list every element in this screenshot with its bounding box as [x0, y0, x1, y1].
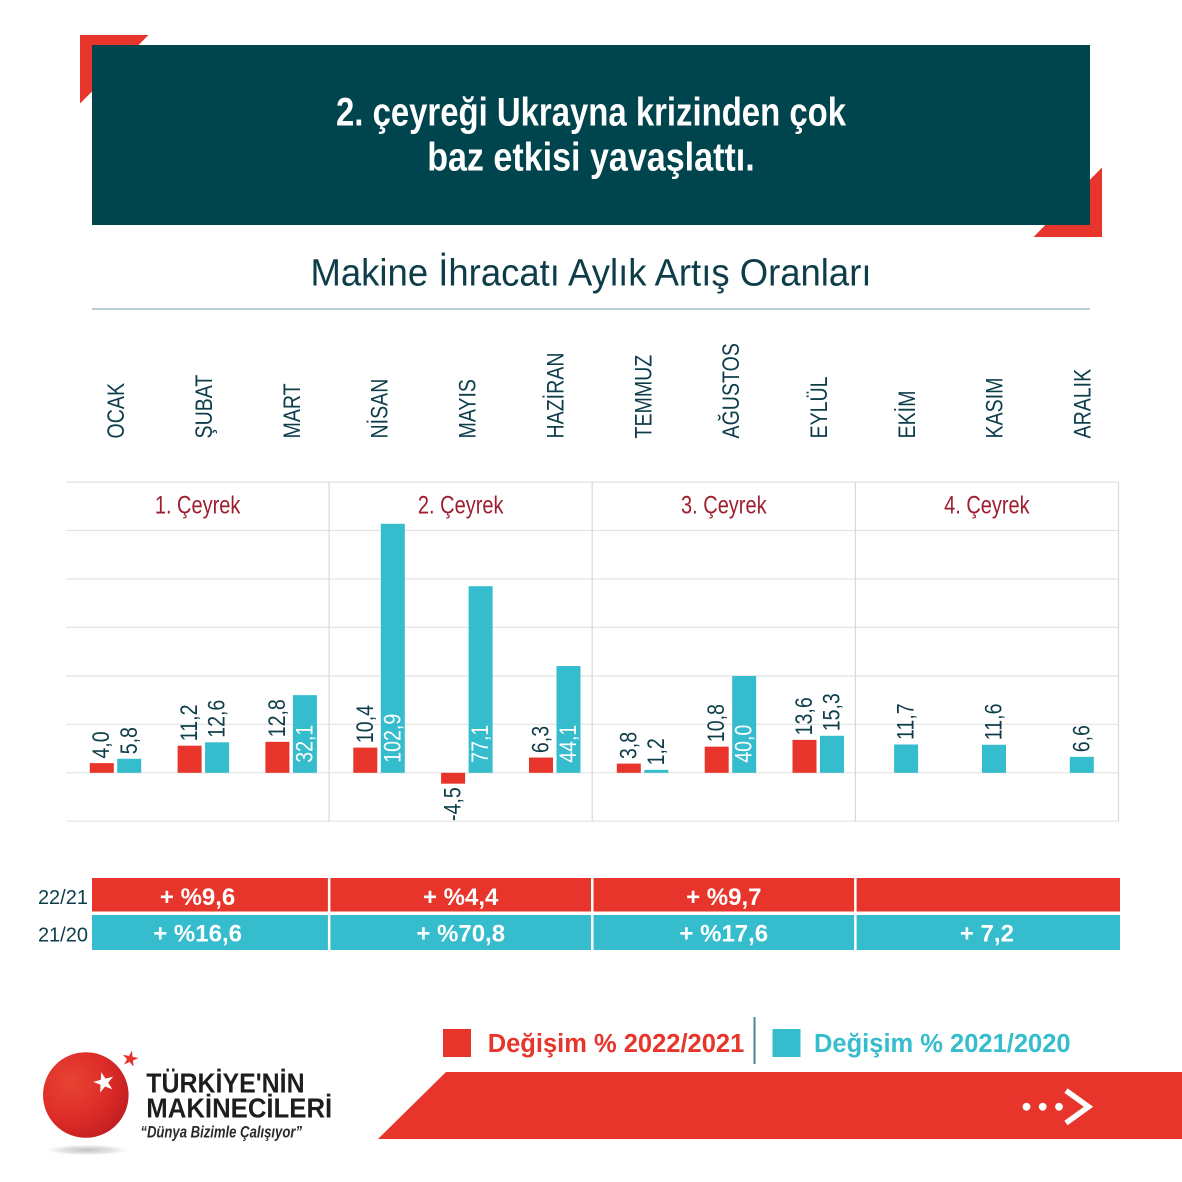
- svg-text:11,6: 11,6: [979, 704, 1007, 741]
- svg-text:baz etkisi yavaşlattı.: baz etkisi yavaşlattı.: [427, 135, 755, 179]
- svg-text:40,0: 40,0: [730, 725, 758, 763]
- svg-text:-4,5: -4,5: [439, 787, 467, 821]
- svg-text:MART: MART: [278, 383, 306, 439]
- svg-text:MAKİNECİLERİ: MAKİNECİLERİ: [146, 1092, 332, 1123]
- svg-text:Makine İhracatı Aylık Artış Or: Makine İhracatı Aylık Artış Oranları: [311, 252, 872, 295]
- svg-text:22/21: 22/21: [38, 887, 88, 909]
- svg-text:6,6: 6,6: [1067, 725, 1095, 752]
- svg-text:12,8: 12,8: [263, 699, 291, 737]
- svg-text:4,0: 4,0: [87, 731, 115, 758]
- svg-text:10,8: 10,8: [702, 704, 730, 742]
- svg-text:+ %17,6: + %17,6: [679, 921, 768, 948]
- svg-text:1. Çeyrek: 1. Çeyrek: [155, 491, 241, 519]
- svg-text:“Dünya Bizimle Çalışıyor”: “Dünya Bizimle Çalışıyor”: [140, 1124, 302, 1142]
- svg-text:12,6: 12,6: [203, 700, 231, 738]
- svg-text:MAYIS: MAYIS: [454, 379, 482, 439]
- svg-text:AĞUSTOS: AĞUSTOS: [717, 343, 745, 438]
- svg-text:KASIM: KASIM: [981, 378, 1009, 439]
- svg-text:6,3: 6,3: [526, 726, 554, 753]
- svg-text:EYLÜL: EYLÜL: [805, 376, 833, 438]
- svg-text:+ %70,8: + %70,8: [416, 921, 505, 948]
- svg-text:EKİM: EKİM: [893, 391, 921, 439]
- svg-text:TEMMUZ: TEMMUZ: [629, 355, 657, 439]
- svg-text:+ %9,7: + %9,7: [686, 884, 761, 911]
- svg-text:10,4: 10,4: [351, 705, 379, 743]
- svg-text:11,7: 11,7: [892, 703, 920, 740]
- svg-text:+ %16,6: + %16,6: [153, 921, 242, 948]
- svg-text:3. Çeyrek: 3. Çeyrek: [681, 491, 767, 519]
- svg-text:TÜRKİYE'NİN: TÜRKİYE'NİN: [146, 1067, 304, 1098]
- svg-text:+ %4,4: + %4,4: [423, 884, 499, 911]
- svg-text:3,8: 3,8: [614, 732, 642, 759]
- svg-text:ŞUBAT: ŞUBAT: [190, 374, 218, 438]
- svg-text:NİSAN: NİSAN: [366, 379, 394, 439]
- svg-text:+ 7,2: + 7,2: [960, 921, 1014, 948]
- svg-text:5,8: 5,8: [115, 727, 143, 754]
- svg-text:HAZİRAN: HAZİRAN: [541, 353, 569, 439]
- svg-text:15,3: 15,3: [817, 693, 845, 731]
- svg-text:11,2: 11,2: [175, 705, 203, 742]
- svg-text:44,1: 44,1: [554, 725, 582, 763]
- svg-text:13,6: 13,6: [790, 697, 818, 735]
- svg-text:+ %9,6: + %9,6: [160, 884, 235, 911]
- svg-text:4. Çeyrek: 4. Çeyrek: [944, 491, 1030, 519]
- svg-text:1,2: 1,2: [642, 738, 670, 765]
- svg-text:OCAK: OCAK: [102, 383, 130, 439]
- svg-text:Değişim % 2022/2021: Değişim % 2022/2021: [488, 1030, 745, 1058]
- svg-text:32,1: 32,1: [290, 725, 318, 763]
- svg-text:2. çeyreği Ukrayna krizinden ç: 2. çeyreği Ukrayna krizinden çok: [336, 91, 847, 135]
- svg-text:2. Çeyrek: 2. Çeyrek: [418, 491, 504, 519]
- svg-text:ARALIK: ARALIK: [1068, 369, 1096, 439]
- svg-text:Değişim % 2021/2020: Değişim % 2021/2020: [814, 1030, 1071, 1058]
- svg-text:77,1: 77,1: [466, 725, 494, 763]
- svg-text:102,9: 102,9: [378, 714, 406, 763]
- svg-text:21/20: 21/20: [38, 925, 88, 947]
